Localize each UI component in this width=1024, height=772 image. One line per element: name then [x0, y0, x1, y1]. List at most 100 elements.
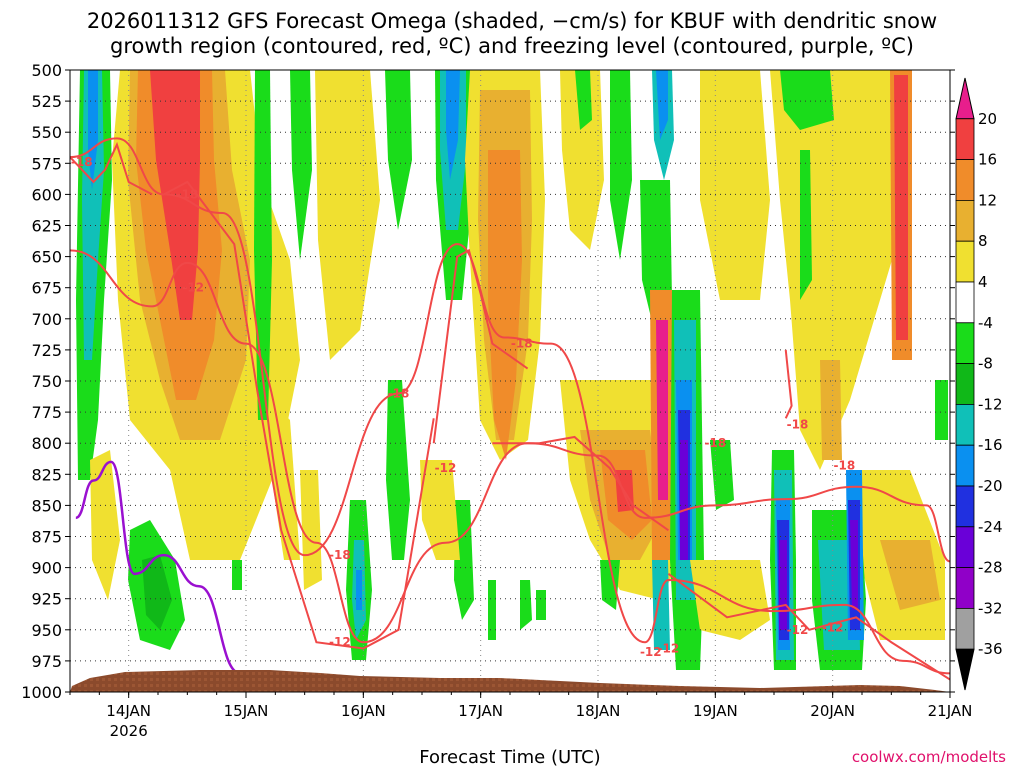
colorbar-tick-label: 8 — [978, 232, 988, 250]
omega-region — [610, 70, 632, 260]
x-tick-label: 14JAN — [106, 702, 151, 720]
omega-region — [315, 70, 380, 360]
omega-region — [779, 540, 787, 630]
omega-region — [356, 570, 362, 610]
omega-region — [780, 70, 834, 130]
contour-label: -18 — [176, 187, 198, 201]
contour-label: -18 — [704, 436, 726, 450]
x-tick-label: 18JAN — [576, 702, 621, 720]
x-axis-label: Forecast Time (UTC) — [419, 747, 600, 768]
colorbar-swatch — [955, 159, 975, 201]
colorbar-swatch — [955, 118, 975, 161]
contours — [70, 137, 950, 681]
colorbar-tick-label: 4 — [978, 273, 988, 291]
contour-label: -18 — [787, 418, 809, 432]
contour-label: -12 — [640, 645, 662, 659]
chart-title-line-1: 2026011312 GFS Forecast Omega (shaded, −… — [87, 9, 937, 33]
y-tick-label: 875 — [31, 528, 62, 547]
contour-label: -18 — [511, 337, 533, 351]
contour-line — [75, 460, 241, 675]
omega-shading — [76, 70, 948, 670]
contour-label: -12 — [329, 635, 351, 649]
colorbar-tick-label: -8 — [978, 355, 993, 373]
contour-line — [70, 141, 153, 196]
y-tick-label: 800 — [31, 434, 62, 453]
omega-region — [652, 560, 670, 650]
contour-label: -18 — [71, 155, 93, 169]
y-tick-label: 925 — [31, 590, 62, 609]
colorbar-swatch — [955, 403, 975, 446]
y-tick-label: 725 — [31, 341, 62, 360]
contour-line — [70, 249, 950, 644]
colorbar-tick-label: -24 — [978, 518, 1003, 536]
omega-region — [850, 520, 858, 610]
x-tick-label: 17JAN — [458, 702, 503, 720]
omega-region — [142, 555, 172, 630]
contour-line — [667, 573, 950, 681]
credit-text[interactable]: coolwx.com/modelts — [852, 748, 1006, 766]
omega-region — [386, 380, 410, 560]
omega-region — [290, 70, 312, 260]
colorbar-tick-label: 20 — [978, 110, 997, 128]
colorbar-tick-label: -20 — [978, 477, 1003, 495]
x-tick-label: 21JAN — [928, 702, 973, 720]
colorbar-swatch — [955, 199, 975, 242]
colorbar-swatch — [955, 567, 975, 609]
contour-label: -18 — [329, 548, 351, 562]
colorbar-tick-label: 16 — [978, 151, 997, 169]
colorbar-tick-label: -16 — [978, 436, 1003, 454]
omega-region — [880, 540, 940, 610]
y-tick-label: 600 — [31, 185, 62, 204]
contour-line — [492, 435, 669, 532]
contour-label: -12 — [182, 281, 204, 295]
omega-region — [600, 560, 620, 610]
y-tick-label: 675 — [31, 279, 62, 298]
omega-region — [700, 70, 770, 300]
colorbar-tick-label: -12 — [978, 395, 1003, 413]
y-tick-label: 900 — [31, 559, 62, 578]
colorbar-swatch — [955, 526, 975, 568]
contour-line — [784, 349, 793, 419]
y-tick-label: 975 — [31, 652, 62, 671]
contour-label: -12 — [658, 641, 680, 655]
x-tick-label: 15JAN — [224, 702, 269, 720]
omega-region — [800, 150, 812, 300]
y-axis: 500 525 550 575 600 625 650 675 700 725 750 775 800 8… — [21, 61, 955, 702]
omega-region — [270, 400, 300, 560]
omega-region — [656, 70, 668, 140]
omega-region — [82, 70, 104, 360]
y-tick-label: 850 — [31, 496, 62, 515]
omega-region — [446, 70, 460, 180]
omega-region — [935, 380, 948, 440]
contour-line — [163, 180, 435, 650]
colorbar-swatch — [955, 444, 975, 487]
contour-label: -18 — [388, 386, 410, 400]
omega-region — [90, 450, 120, 600]
omega-region — [710, 440, 734, 510]
omega-region — [420, 460, 460, 560]
colorbar-arrow-top — [955, 77, 975, 120]
y-tick-label: 625 — [31, 217, 62, 236]
omega-region — [488, 150, 522, 460]
contour-label: -12 — [435, 461, 457, 475]
y-tick-label: 950 — [31, 621, 62, 640]
colorbar-tick-label: -4 — [978, 314, 993, 332]
contour-label: -12 — [822, 620, 844, 634]
omega-region — [894, 75, 908, 340]
colorbar-swatch — [955, 363, 975, 405]
y-tick-label: 650 — [31, 248, 62, 267]
colorbar-tick-label: 12 — [978, 191, 997, 209]
x-tick-label: 16JAN — [341, 702, 386, 720]
colorbar-tick-label: -36 — [978, 640, 1003, 658]
colorbar-tick-label: -32 — [978, 599, 1003, 617]
colorbar-tick-label: -28 — [978, 559, 1003, 577]
x-axis: 14JAN 15JAN 16JAN 17JAN 18JAN 19JAN 20JAN 21JAN… — [69, 692, 973, 740]
terrain — [70, 670, 950, 692]
y-tick-label: 525 — [31, 92, 62, 111]
y-tick-label: 1000 — [21, 683, 62, 702]
omega-region — [520, 580, 532, 630]
omega-region — [656, 320, 668, 500]
colorbar-swatch — [955, 608, 975, 650]
chart-title-line-2: growth region (contoured, red, ºC) and f… — [110, 34, 914, 58]
